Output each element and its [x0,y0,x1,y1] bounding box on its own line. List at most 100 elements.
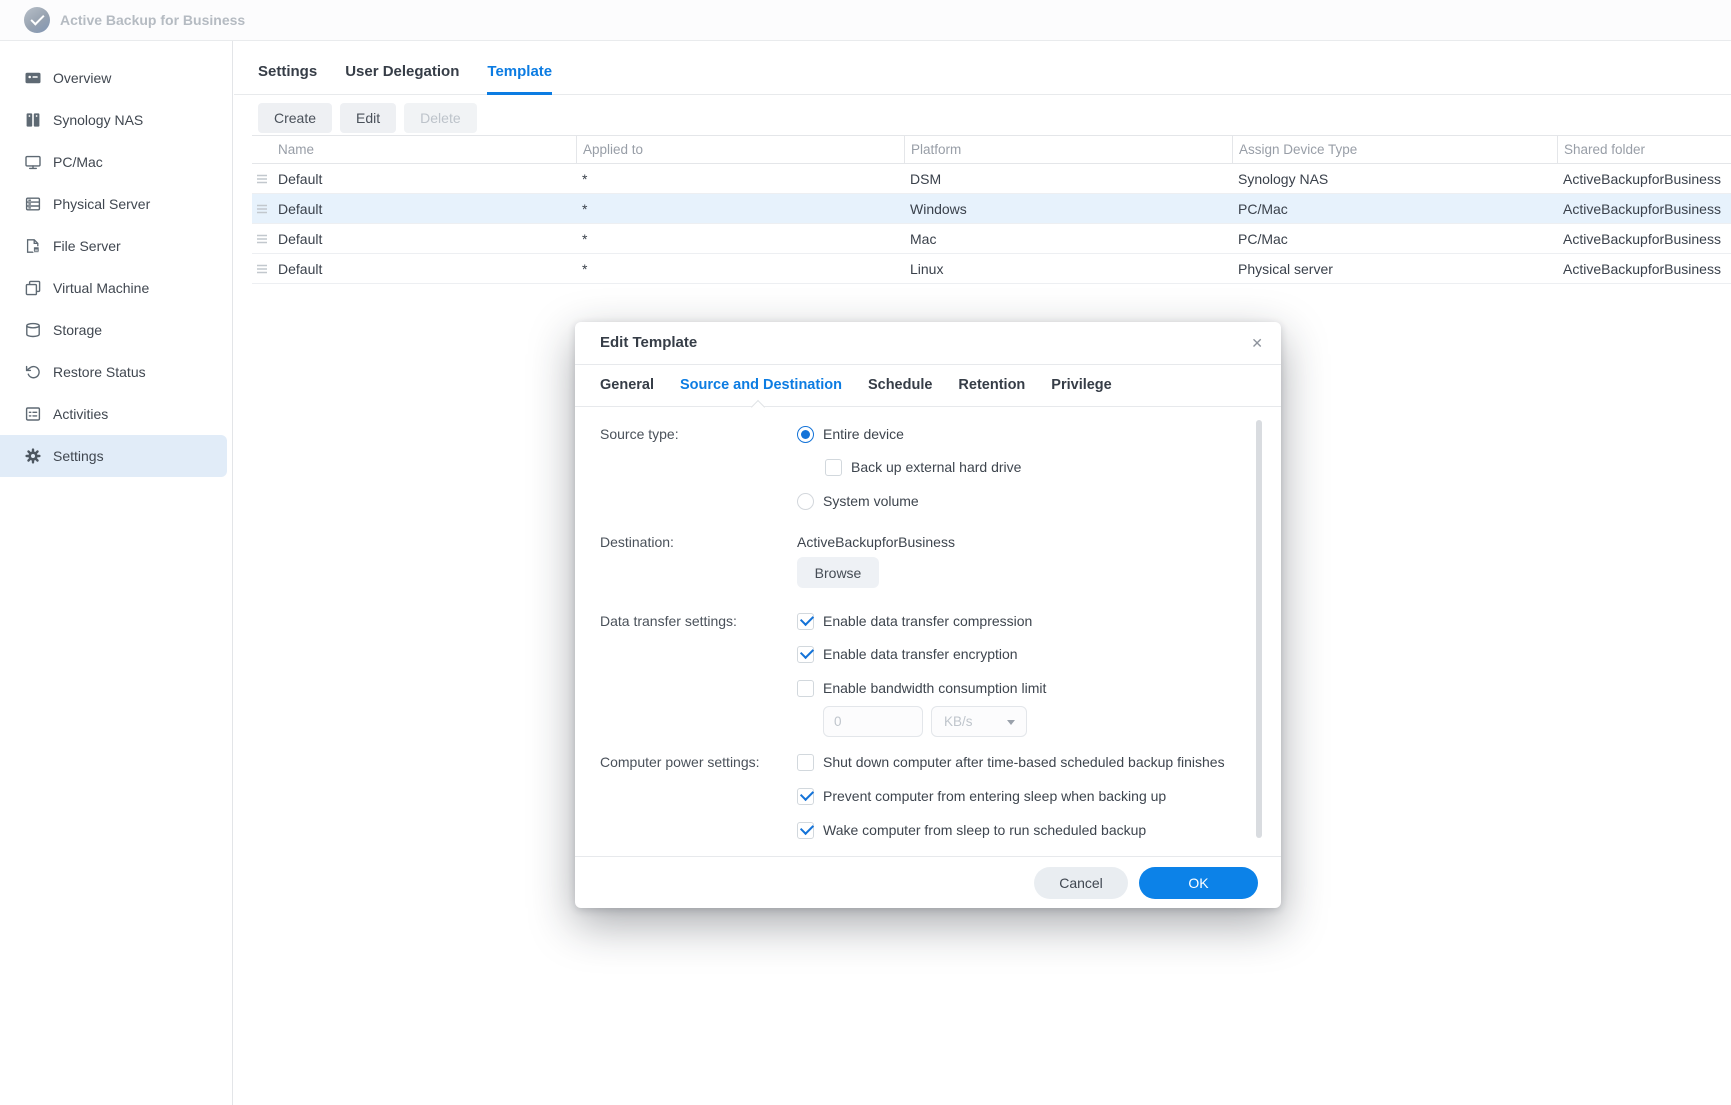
system-volume-label: System volume [823,493,919,509]
dialog-tab-bar: General Source and Destination Schedule … [575,364,1281,407]
storage-icon [26,322,40,338]
entire-device-radio[interactable] [797,425,814,443]
compression-label: Enable data transfer compression [823,613,1033,629]
column-header-applied-to[interactable]: Applied to [576,136,904,163]
sidebar-item-synology-nas[interactable]: Synology NAS [0,99,232,141]
sidebar-item-file-server[interactable]: File Server [0,225,232,267]
template-toolbar: Create Edit Delete [258,103,477,133]
source-type-row: Source type: Entire device [575,423,1281,445]
server-icon [25,197,41,211]
sidebar-item-activities[interactable]: Activities [0,393,232,435]
cell-device-type: PC/Mac [1238,200,1288,217]
dialog-scrollbar-thumb[interactable] [1256,420,1262,838]
bandwidth-value-input[interactable]: 0 [823,706,923,737]
cell-platform: Linux [910,260,944,277]
shutdown-label: Shut down computer after time-based sche… [823,754,1225,770]
dialog-tab-privilege[interactable]: Privilege [1051,377,1112,393]
wake-checkbox[interactable] [797,821,814,839]
browse-button[interactable]: Browse [797,557,879,588]
gear-icon [25,448,41,464]
main-tab-bar: Settings User Delegation Template [234,48,1731,95]
sidebar-item-label: Synology NAS [53,112,144,128]
nas-icon [26,113,40,127]
sidebar-item-storage[interactable]: Storage [0,309,232,351]
virtual-machine-icon [25,280,41,296]
column-header-device-type[interactable]: Assign Device Type [1232,136,1557,163]
encryption-checkbox[interactable] [797,645,814,663]
table-row[interactable]: Default * Mac PC/Mac ActiveBackupforBusi… [252,224,1731,254]
wake-label: Wake computer from sleep to run schedule… [823,822,1147,838]
cell-applied-to: * [582,200,588,217]
prevent-sleep-checkbox[interactable] [797,787,814,805]
edit-button[interactable]: Edit [340,103,397,133]
sidebar-item-pc-mac[interactable]: PC/Mac [0,141,232,183]
sidebar-item-restore-status[interactable]: Restore Status [0,351,232,393]
cell-shared-folder: ActiveBackupforBusiness [1563,170,1721,187]
monitor-icon [25,155,41,170]
destination-label: Destination: [600,534,674,550]
destination-value: ActiveBackupforBusiness [797,534,955,550]
drag-handle-column [252,136,272,163]
close-icon[interactable]: ✕ [1251,334,1263,351]
bandwidth-unit-select[interactable]: KB/s [931,706,1027,737]
encryption-row: Enable data transfer encryption [575,643,1281,665]
sidebar-item-label: PC/Mac [53,154,103,170]
entire-device-label: Entire device [823,426,904,442]
file-server-icon [26,239,40,253]
top-bar: Active Backup for Business [0,0,1731,41]
edit-template-dialog: Edit Template ✕ General Source and Desti… [575,322,1281,908]
cancel-button[interactable]: Cancel [1034,867,1128,899]
cell-device-type: PC/Mac [1238,230,1288,247]
drag-handle[interactable] [252,254,272,283]
compression-checkbox[interactable] [797,612,814,630]
sidebar-item-label: Overview [53,70,112,86]
bandwidth-unit-value: KB/s [944,714,973,729]
table-row[interactable]: Default * Windows PC/Mac ActiveBackupfor… [252,194,1731,224]
dialog-tab-general[interactable]: General [600,377,654,393]
sidebar-item-label: File Server [53,238,121,254]
dialog-tab-source-and-destination[interactable]: Source and Destination [680,377,842,393]
power-settings-label: Computer power settings: [600,754,760,770]
overview-icon [25,72,41,84]
delete-button[interactable]: Delete [404,103,477,133]
wake-row: Wake computer from sleep to run schedule… [575,819,1281,841]
app-logo-icon [24,7,50,33]
cell-name: Default [278,230,323,247]
sidebar-item-label: Virtual Machine [53,280,150,296]
tab-template[interactable]: Template [487,48,552,95]
shutdown-row: Computer power settings: Shut down compu… [575,751,1281,773]
drag-handle[interactable] [252,164,272,193]
sidebar-item-overview[interactable]: Overview [0,57,232,99]
compression-row: Data transfer settings: Enable data tran… [575,610,1281,632]
sidebar-item-label: Storage [53,322,103,338]
backup-external-checkbox[interactable] [825,458,842,476]
table-row[interactable]: Default * Linux Physical server ActiveBa… [252,254,1731,284]
drag-handle[interactable] [252,224,272,253]
create-button[interactable]: Create [258,103,333,133]
sidebar-item-virtual-machine[interactable]: Virtual Machine [0,267,232,309]
dialog-tab-schedule[interactable]: Schedule [867,377,933,393]
column-header-platform[interactable]: Platform [904,136,1232,163]
sidebar-item-label: Settings [53,448,104,464]
tab-user-delegation[interactable]: User Delegation [345,62,460,80]
drag-handle[interactable] [252,194,272,223]
bandwidth-label: Enable bandwidth consumption limit [823,680,1047,696]
cell-applied-to: * [582,230,588,247]
cell-shared-folder: ActiveBackupforBusiness [1563,200,1721,217]
system-volume-radio[interactable] [797,492,814,510]
tab-settings[interactable]: Settings [258,62,318,80]
table-row[interactable]: Default * DSM Synology NAS ActiveBackupf… [252,164,1731,194]
column-header-shared-folder[interactable]: Shared folder [1557,136,1731,163]
template-table: Name Applied to Platform Assign Device T… [252,135,1731,284]
sidebar-item-settings[interactable]: Settings [0,435,227,477]
cell-name: Default [278,260,323,277]
ok-button[interactable]: OK [1139,867,1258,899]
bandwidth-checkbox[interactable] [797,679,814,697]
column-header-name[interactable]: Name [278,142,315,157]
sidebar-item-physical-server[interactable]: Physical Server [0,183,232,225]
shutdown-checkbox[interactable] [797,753,814,771]
dialog-tab-retention[interactable]: Retention [958,377,1026,393]
sidebar-item-label: Activities [53,406,109,422]
activities-icon [25,407,41,421]
